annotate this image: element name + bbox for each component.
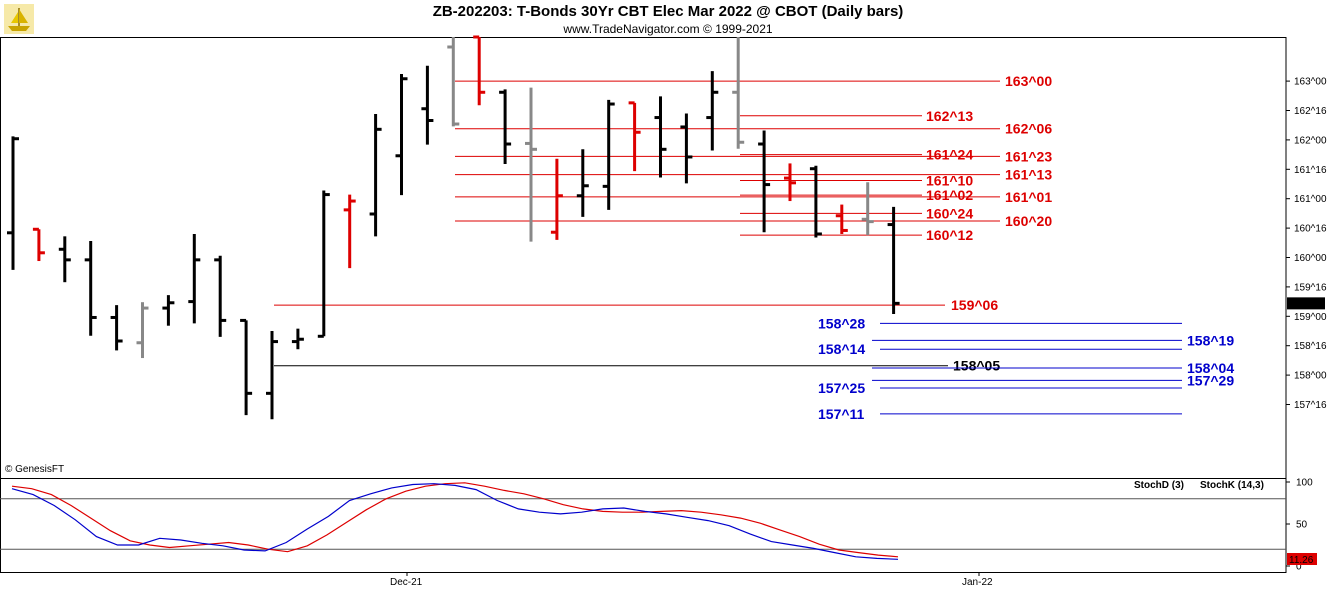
ohlc-bar <box>499 89 512 165</box>
date-tick-label: Dec-21 <box>390 577 423 588</box>
ohlc-bar <box>576 149 589 217</box>
ohlc-bar <box>525 87 537 242</box>
price-tick-label: 159^00 <box>1294 312 1327 323</box>
osc-tick-label: 100 <box>1296 478 1313 489</box>
price-axis: 163^00 162^16 162^00 161^16 161^00 160^16 160^… <box>1286 77 1327 411</box>
level-label: 160^20 <box>1005 213 1052 229</box>
level-label: 161^13 <box>1005 167 1052 183</box>
ohlc-bar <box>809 165 822 238</box>
ohlc-bar <box>7 136 19 270</box>
price-tick-label: 162^16 <box>1294 106 1327 117</box>
level-label: 158^14 <box>818 341 865 357</box>
price-tick-label: 160^16 <box>1294 224 1327 235</box>
ohlc-bar <box>835 204 848 234</box>
level-label: 161^02 <box>926 187 973 203</box>
legend-stochd: StochD (3) <box>1134 480 1184 491</box>
price-tick-label: 161^16 <box>1294 165 1327 176</box>
level-label: 163^00 <box>1005 73 1052 89</box>
ohlc-bar <box>628 101 641 172</box>
last-price-label: 159^07 <box>1289 299 1322 310</box>
price-tick-label: 157^16 <box>1294 400 1327 411</box>
ohlc-bar <box>395 74 408 196</box>
price-tick-label: 162^00 <box>1294 135 1327 146</box>
ohlc-bar <box>784 163 796 202</box>
ohlc-bar <box>343 194 356 269</box>
oscillator-panel-border <box>0 478 1287 573</box>
ohlc-bar <box>473 35 486 106</box>
last-price-box <box>1287 297 1325 310</box>
price-tick-label: 161^00 <box>1294 194 1327 205</box>
level-label: 158^19 <box>1187 332 1234 348</box>
date-tick-label: Jan-22 <box>962 577 993 588</box>
ohlc-bar <box>602 99 615 210</box>
level-label: 158^28 <box>818 315 865 331</box>
price-tick-label: 158^00 <box>1294 371 1327 382</box>
level-label: 160^12 <box>926 227 973 243</box>
level-label: 157^11 <box>818 406 865 422</box>
level-label: 158^05 <box>953 358 1000 374</box>
chart-header: ZB-202203: T-Bonds 30Yr CBT Elec Mar 202… <box>0 0 1336 37</box>
ohlc-bar <box>861 182 874 236</box>
price-tick-label: 160^00 <box>1294 253 1327 264</box>
ohlc-bar <box>550 158 563 240</box>
ohlc-bar <box>58 236 71 283</box>
ohlc-bar <box>266 331 278 420</box>
level-label: 161^23 <box>1005 148 1052 164</box>
osc-tick-label: 0 <box>1296 562 1302 573</box>
copyright-label: © GenesisFT <box>5 464 64 475</box>
level-label: 157^29 <box>1187 372 1234 388</box>
chart-title: ZB-202203: T-Bonds 30Yr CBT Elec Mar 202… <box>432 3 904 20</box>
legend-stochk: StochK (14,3) <box>1200 480 1264 491</box>
price-levels: 163^00 162^13 162^06 161^24 161^23 161^13 161^… <box>274 73 1234 422</box>
level-label: 157^25 <box>818 380 865 396</box>
ohlc-bar <box>110 305 123 351</box>
ohlc-bar <box>291 328 304 350</box>
stochastic-panel: 100 50 0 StochD (3) StochK (14,3) 11.26 <box>0 478 1317 573</box>
ohlc-bar <box>654 96 667 178</box>
price-tick-label: 163^00 <box>1294 77 1327 88</box>
price-tick-label: 158^16 <box>1294 341 1327 352</box>
level-label: 161^24 <box>926 147 973 163</box>
chart-subtitle: www.TradeNavigator.com © 1999-2021 <box>563 22 773 36</box>
level-label: 158^04 <box>1187 360 1234 376</box>
level-label: 162^13 <box>926 108 973 124</box>
ohlc-bar <box>214 255 227 337</box>
ohlc-bar <box>369 114 382 237</box>
ohlc-bar <box>317 190 330 338</box>
stochk-line <box>11 483 899 560</box>
ohlc-bar <box>732 37 745 149</box>
ohlc-bar <box>162 295 175 326</box>
osc-last-box <box>1287 553 1317 565</box>
stochd-line <box>11 482 899 558</box>
date-axis: Dec-21 Jan-22 <box>390 572 993 588</box>
ohlc-bar <box>136 302 149 359</box>
price-tick-label: 159^16 <box>1294 282 1327 293</box>
ohlc-bar <box>680 113 693 184</box>
ohlc-bar <box>758 130 771 233</box>
ohlc-bars <box>7 35 900 420</box>
ohlc-bar <box>84 241 97 336</box>
ohlc-bar <box>240 318 253 416</box>
ohlc-bar <box>32 227 45 262</box>
ohlc-bar <box>447 37 460 127</box>
level-label: 162^06 <box>1005 121 1052 137</box>
level-label: 160^24 <box>926 205 973 221</box>
ohlc-bar <box>421 65 434 145</box>
level-label: 159^06 <box>951 297 998 313</box>
level-label: 161^10 <box>926 172 973 188</box>
ohlc-bar <box>706 71 719 151</box>
trade-navigator-ship-icon <box>4 4 34 34</box>
ohlc-bar <box>188 233 201 324</box>
ohlc-bar <box>887 206 900 314</box>
osc-tick-label: 50 <box>1296 520 1308 531</box>
level-label: 161^01 <box>1005 189 1052 205</box>
osc-last-label: 11.26 <box>1289 555 1314 566</box>
